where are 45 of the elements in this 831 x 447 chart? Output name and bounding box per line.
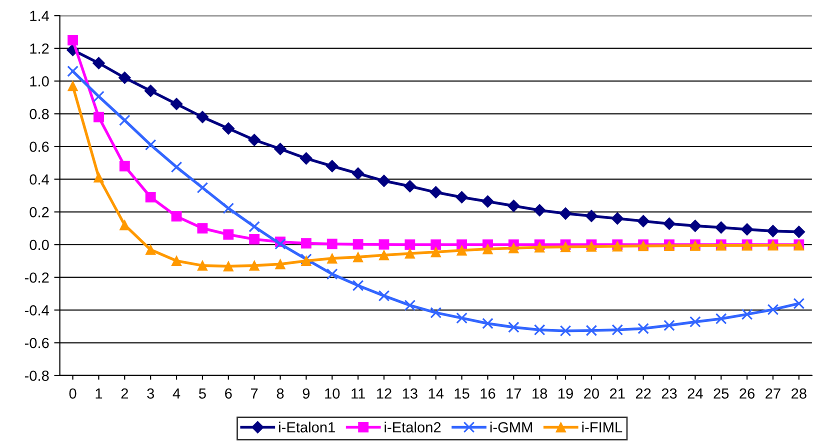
x-tick-label: 8	[276, 388, 284, 399]
x-tick-label: 0	[69, 388, 76, 399]
x-tick-label: 7	[251, 388, 258, 399]
x-tick-label: 24	[688, 388, 703, 399]
y-tick-label: 0.2	[30, 207, 49, 218]
y-tick-label: 1.4	[30, 10, 49, 21]
y-tick-label: 1.0	[30, 76, 49, 86]
x-tick-label: 1	[96, 388, 102, 399]
x-tick-label: 15	[454, 388, 470, 399]
y-tick-label: 0.8	[30, 108, 49, 120]
legend-label: i-Etalon2	[384, 422, 441, 432]
x-tick-label: 22	[636, 388, 651, 399]
x-tick-label: 11	[352, 388, 365, 399]
y-tick-label: 0.0	[30, 240, 49, 250]
y-tick-label: -0.2	[24, 272, 49, 283]
x-tick-label: 18	[532, 388, 548, 399]
x-tick-label: 27	[766, 388, 780, 399]
x-tick-label: 17	[506, 388, 522, 399]
x-tick-label: 14	[428, 388, 444, 399]
x-tick-label: 20	[584, 388, 599, 399]
x-tick-label: 23	[662, 388, 677, 399]
legend-label: i-Etalon1	[279, 422, 335, 432]
x-tick-label: 5	[198, 388, 206, 399]
legend-label: i-GMM	[490, 422, 532, 432]
y-tick-label: 0.6	[30, 142, 49, 152]
x-tick-label: 6	[225, 388, 232, 399]
x-tick-label: 10	[325, 388, 340, 399]
x-tick-label: 12	[376, 388, 392, 399]
y-tick-label: 1.2	[30, 43, 49, 54]
x-tick-label: 19	[558, 388, 573, 399]
y-tick-label: -0.4	[24, 305, 49, 316]
x-tick-label: 16	[480, 388, 496, 399]
x-tick-label: 25	[714, 388, 729, 399]
x-tick-label: 4	[172, 388, 180, 399]
legend-label: i-FIML	[582, 422, 622, 432]
x-tick-label: 26	[740, 388, 755, 399]
x-tick-label: 2	[121, 388, 128, 399]
y-tick-label: 0.4	[30, 174, 49, 185]
y-tick-label: -0.8	[24, 370, 49, 381]
x-tick-label: 28	[792, 388, 806, 399]
x-tick-label: 3	[147, 388, 154, 399]
x-tick-label: 21	[610, 388, 625, 399]
y-tick-label: -0.6	[24, 338, 49, 348]
x-tick-label: 9	[302, 388, 310, 399]
x-tick-label: 13	[402, 388, 418, 399]
